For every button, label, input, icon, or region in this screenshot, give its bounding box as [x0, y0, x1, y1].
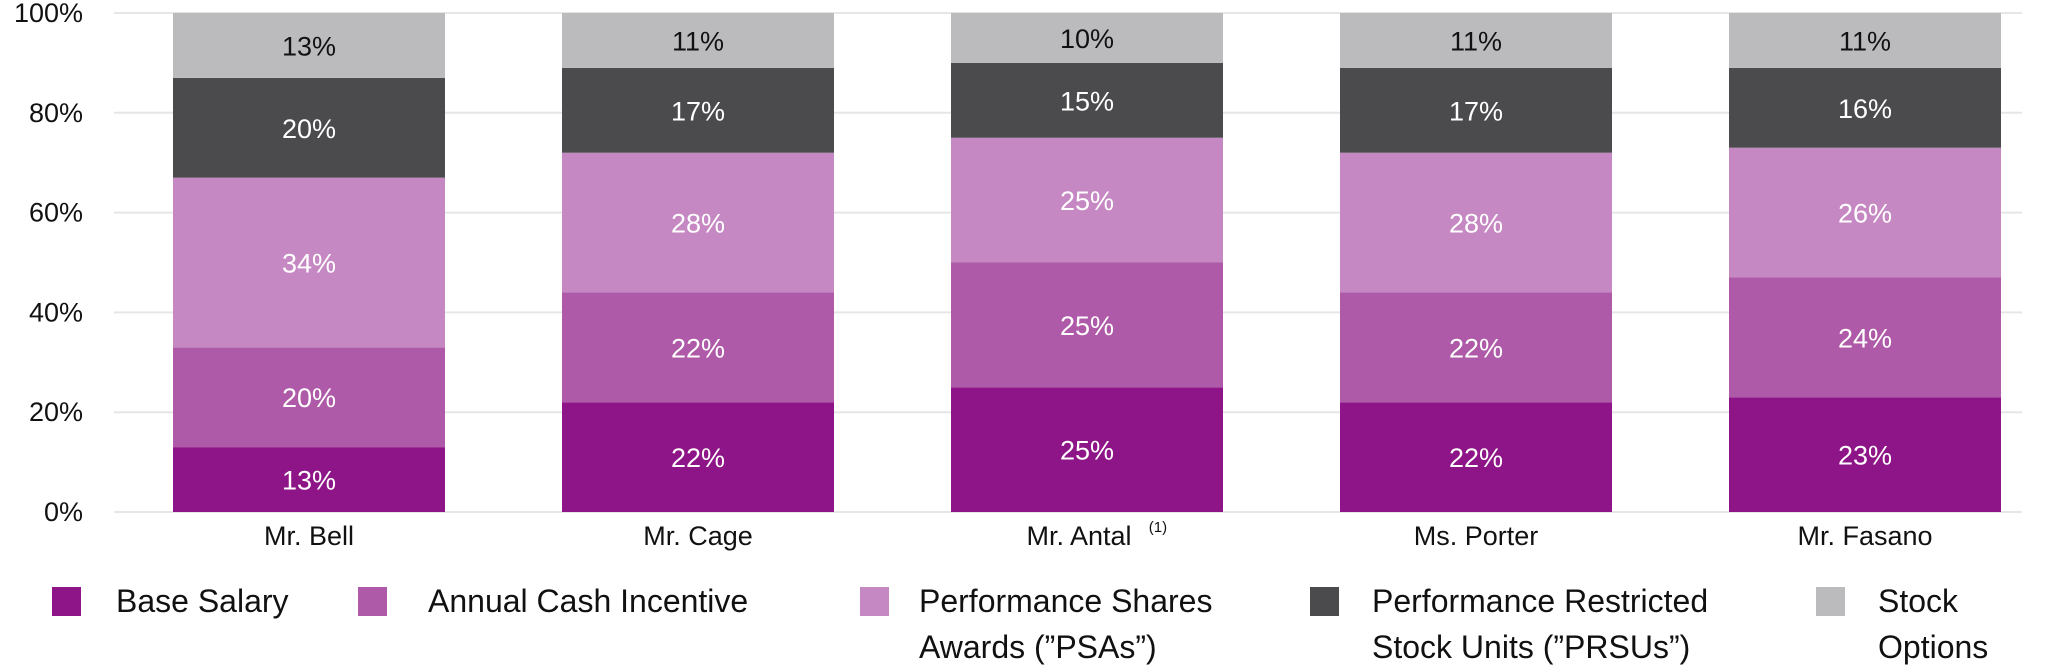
bar-segment [562, 67, 834, 153]
data-label: 13% [282, 31, 336, 61]
data-label: 13% [282, 466, 336, 496]
bar-segment [951, 262, 1223, 388]
bar-segment [1340, 67, 1612, 153]
legend-swatch [358, 587, 387, 616]
data-label: 11% [1839, 26, 1891, 56]
legend-label: Stock Units (”PRSUs”) [1372, 629, 1690, 665]
bar-segment [951, 62, 1223, 138]
legend-label: Annual Cash Incentive [428, 583, 748, 619]
bar-segment [562, 13, 834, 68]
y-tick-label: 100% [14, 0, 83, 28]
x-tick-label: Ms. Porter [1414, 521, 1539, 551]
data-label: 22% [1449, 333, 1503, 363]
x-tick-label: Mr. Antal [1026, 521, 1131, 551]
bar-segment [1729, 147, 2001, 278]
data-label: 22% [671, 333, 725, 363]
bar-segment [562, 402, 834, 512]
y-tick-label: 80% [29, 98, 83, 128]
y-tick-label: 20% [29, 397, 83, 427]
footnote-marker: (1) [1149, 519, 1167, 536]
data-label: 15% [1060, 86, 1114, 116]
legend-swatch [1816, 587, 1845, 616]
bar-segment [1340, 292, 1612, 403]
bar-segment [1340, 152, 1612, 293]
bar-segment [173, 177, 445, 348]
data-label: 34% [282, 249, 336, 279]
bar-segment [1340, 402, 1612, 512]
y-tick-label: 0% [44, 497, 83, 527]
data-label: 10% [1060, 24, 1114, 54]
legend-label: Base Salary [116, 583, 289, 619]
bar-segment [562, 292, 834, 403]
legend-swatch [1310, 587, 1339, 616]
data-label: 22% [671, 443, 725, 473]
bar-segment [1729, 397, 2001, 512]
data-label: 25% [1060, 311, 1114, 341]
y-tick-label: 60% [29, 198, 83, 228]
legend-swatch [52, 587, 81, 616]
bar-segment [1729, 67, 2001, 148]
bar-segment [1340, 13, 1612, 68]
legend-label: Stock [1878, 583, 1959, 619]
data-label: 25% [1060, 436, 1114, 466]
bar-segment [173, 447, 445, 512]
data-label: 25% [1060, 186, 1114, 216]
bar-segment [1729, 277, 2001, 398]
data-label: 28% [671, 209, 725, 239]
data-label: 22% [1449, 443, 1503, 473]
bar-segment [173, 77, 445, 178]
legend-swatch [860, 587, 889, 616]
x-tick-label: Mr. Fasano [1797, 521, 1932, 551]
data-label: 26% [1838, 199, 1892, 229]
bar-segment [173, 13, 445, 78]
legend-label: Performance Restricted [1372, 583, 1708, 619]
y-tick-label: 40% [29, 297, 83, 327]
data-label: 11% [1450, 26, 1502, 56]
bar-segment [1729, 13, 2001, 68]
legend-label: Awards (”PSAs”) [919, 629, 1157, 665]
bar-segment [951, 137, 1223, 263]
legend-label: Options [1878, 629, 1988, 665]
data-label: 17% [1449, 96, 1503, 126]
data-label: 24% [1838, 323, 1892, 353]
bar-segment [951, 387, 1223, 512]
data-label: 11% [672, 26, 724, 56]
legend-label: Performance Shares [919, 583, 1212, 619]
data-label: 28% [1449, 209, 1503, 239]
data-label: 20% [282, 114, 336, 144]
bar-segment [951, 13, 1223, 63]
x-tick-label: Mr. Cage [643, 521, 753, 551]
bar-segment [562, 152, 834, 293]
data-label: 17% [671, 96, 725, 126]
bar-segment [173, 347, 445, 448]
data-label: 20% [282, 383, 336, 413]
data-label: 23% [1838, 441, 1892, 471]
x-tick-label: Mr. Bell [264, 521, 354, 551]
data-label: 16% [1838, 94, 1892, 124]
